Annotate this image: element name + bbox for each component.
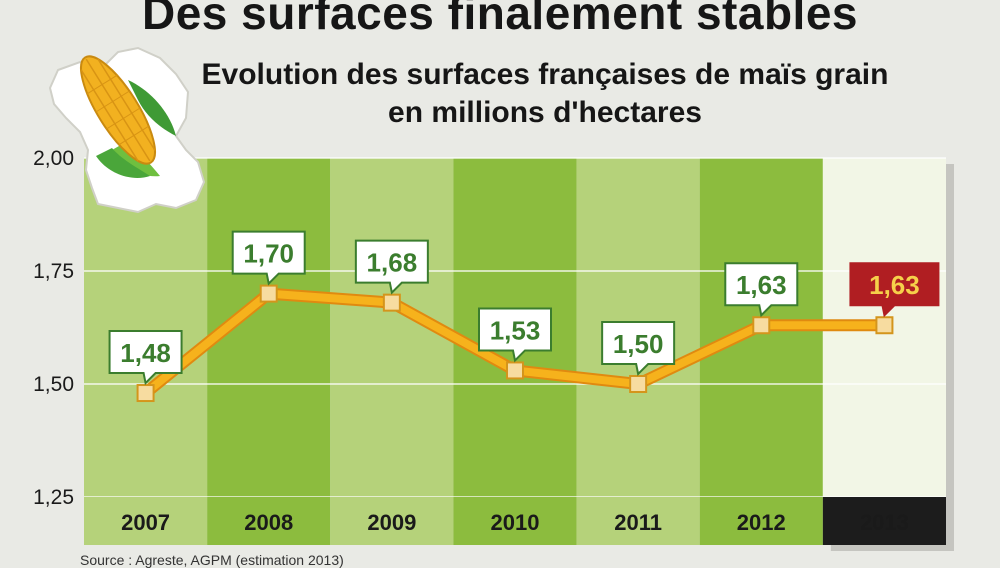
data-label-text: 1,50 — [613, 329, 664, 359]
data-label-2010: 1,53 — [478, 307, 552, 363]
data-label-box — [601, 321, 676, 377]
x-tick-label: 2008 — [244, 510, 293, 535]
corn-cob-icon — [80, 55, 156, 165]
subtitle-line-2: en millions d'hectares — [388, 96, 702, 129]
y-tick-label: 1,50 — [33, 373, 74, 396]
data-label-2012: 1,63 — [724, 262, 799, 318]
data-point-2007 — [136, 384, 155, 403]
x-band-cell-2011 — [576, 497, 700, 545]
data-label-text: 1,68 — [367, 248, 418, 278]
data-point-2013 — [875, 316, 894, 335]
x-band-cell-2012 — [699, 497, 823, 545]
data-label-box — [231, 230, 306, 286]
x-tick-label: 2007 — [121, 510, 170, 535]
data-point-2012 — [752, 316, 771, 335]
data-label-text: 1,53 — [490, 315, 541, 345]
corn-leaf-icon — [128, 80, 176, 136]
x-tick-label: 2011 — [614, 510, 662, 535]
data-label-text: 1,63 — [736, 270, 787, 300]
category-band-2007 — [84, 158, 208, 497]
data-label-box — [724, 262, 799, 318]
y-tick-label: 1,25 — [33, 486, 74, 509]
data-label-2013: 1,63 — [849, 262, 940, 318]
data-label-2011: 1,50 — [601, 321, 676, 377]
data-label-2007: 1,48 — [108, 330, 183, 386]
y-tick-label: 2,00 — [33, 147, 74, 170]
x-tick-label: 2010 — [491, 510, 540, 535]
data-label-text: 1,48 — [120, 338, 171, 368]
data-points — [136, 284, 894, 403]
y-tick-label: 1,75 — [33, 260, 74, 283]
data-label-text: 1,63 — [869, 270, 920, 300]
data-label-2008: 1,70 — [231, 230, 306, 286]
chart-title: Des surfaces finalement stables — [141, 0, 859, 39]
x-band-cell-2013 — [822, 497, 946, 545]
data-label-box — [478, 307, 552, 363]
data-point-2010 — [506, 361, 524, 380]
data-point-2011 — [629, 375, 648, 393]
data-label-text: 1,70 — [243, 239, 294, 269]
subtitle-line-1: Evolution des surfaces françaises de maï… — [201, 58, 889, 91]
data-label-2009: 1,68 — [354, 239, 429, 295]
y-axis-ticks: 1,25 1,50 1,75 2,00 — [33, 147, 74, 509]
data-point-2008 — [259, 284, 278, 303]
x-tick-label: 2009 — [367, 510, 416, 535]
chart-subtitle: Evolution des surfaces françaises de maï… — [180, 56, 910, 132]
x-band-cell-2010 — [453, 497, 577, 545]
source-note: Source : Agreste, AGPM (estimation 2013) — [80, 552, 344, 568]
x-band-cell-2007 — [84, 497, 208, 545]
x-tick-label: 2013 — [860, 510, 909, 535]
x-band-cell-2009 — [330, 497, 454, 545]
corn-france-illustration — [48, 46, 206, 214]
data-point-2009 — [382, 293, 401, 312]
data-label-box — [849, 262, 940, 318]
x-band-cell-2008 — [207, 497, 331, 545]
data-label-box — [354, 239, 429, 295]
x-tick-label: 2012 — [737, 510, 786, 535]
x-axis-band: 2007 2008 2009 2010 2011 2012 2013 — [84, 497, 946, 545]
data-label-box — [108, 330, 183, 386]
data-labels: 1,48 1,70 1,68 1,53 1,50 1,63 1,63 — [108, 230, 940, 386]
